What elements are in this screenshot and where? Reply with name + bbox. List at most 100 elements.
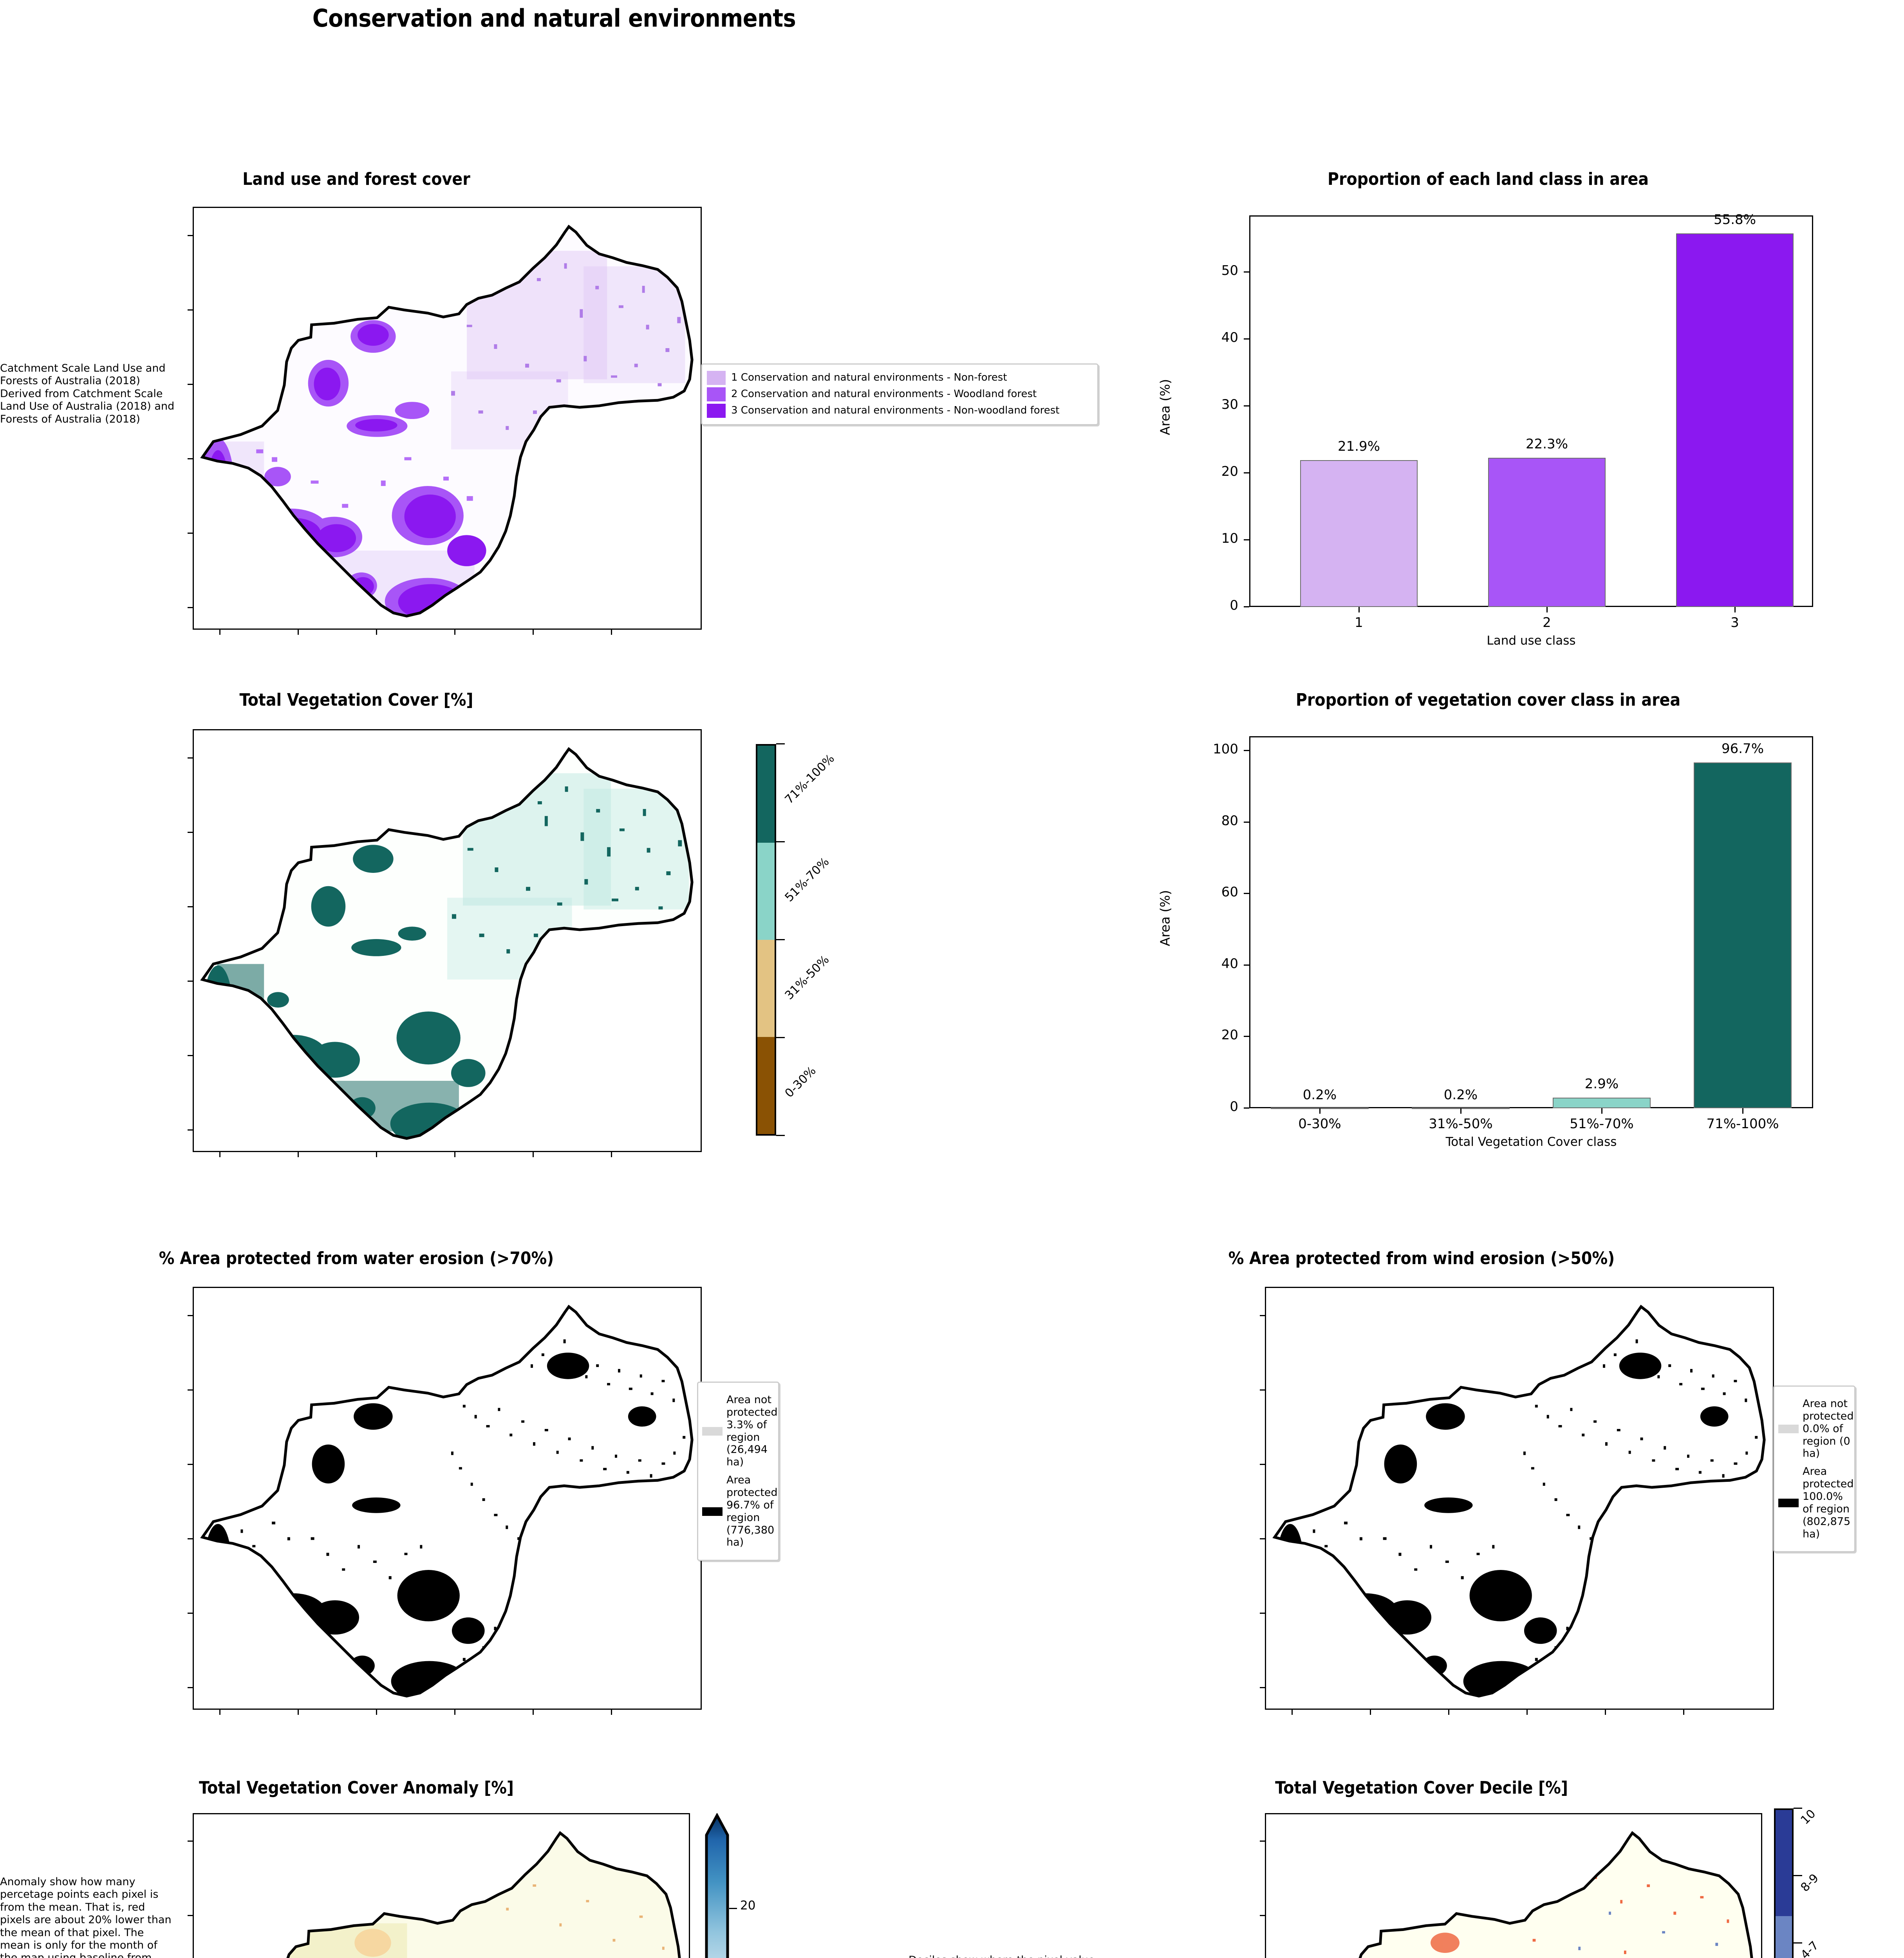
anomaly-map[interactable] [193,1813,690,1958]
map-tick [1605,1710,1606,1715]
y-tick [1244,1107,1249,1109]
colorbar-tick [776,939,785,940]
bar-class-2[interactable] [1488,458,1606,607]
water-erosion-map[interactable] [193,1287,702,1710]
map-tick [188,458,193,459]
land-use-map-title: Land use and forest cover [242,169,470,189]
map-tick [1260,1389,1265,1391]
map-tick [188,906,193,907]
y-axis-label: Area (%) [1157,890,1173,946]
x-tick [1358,607,1360,612]
map-tick [188,1315,193,1316]
bar-value-3: 55.8% [1713,212,1756,228]
map-tick [454,1710,455,1715]
legend-swatch-class2 [707,387,726,401]
x-tick-label: 51%-70% [1570,1116,1634,1132]
map-tick [188,1915,193,1916]
map-tick [219,1152,220,1157]
y-tick [1244,1036,1249,1037]
map-tick [188,1389,193,1391]
y-tick-label: 10 [1221,531,1238,546]
legend-item: 3 Conservation and natural environments … [707,404,1093,418]
colorbar-tick [776,1037,785,1038]
veg-class-chart-title: Proportion of vegetation cover class in … [1295,690,1681,710]
y-tick-label: 20 [1221,1027,1238,1043]
map-tick [454,1152,455,1157]
legend-label-class2: 2 Conservation and natural environments … [731,388,1037,400]
map-tick [188,1538,193,1539]
colorbar-seg-51-70 [757,843,775,940]
anomaly-note-caption: Anomaly show how many percetage points e… [0,1876,172,1958]
map-tick [188,757,193,759]
legend-item: 1 Conservation and natural environments … [707,371,1093,385]
x-tick-label: 2 [1543,615,1551,630]
legend-item: Area not protected 3.3% of region (26,49… [702,1394,778,1468]
y-tick [1244,539,1249,540]
colorbar-gradient [756,744,776,1136]
colorbar-gradient [1774,1808,1794,1958]
bar-veg-51-70[interactable] [1553,1098,1651,1108]
map-tick [1292,1710,1293,1715]
decile-colorbar [1774,1808,1794,1958]
wind-erosion-map[interactable] [1265,1287,1774,1710]
page-title: Conservation and natural environments [312,4,796,33]
y-tick [1244,606,1249,607]
x-tick-label: 0-30% [1298,1116,1341,1132]
map-tick [188,235,193,236]
anomaly-colorbar-gradient [705,1813,729,1958]
colorbar-tick [776,841,785,842]
map-tick [1260,1915,1265,1916]
decile-map[interactable] [1265,1813,1762,1958]
x-tick [1601,1108,1602,1114]
map-tick [188,1464,193,1465]
y-tick-label: 20 [1221,464,1238,479]
x-tick-label: 31%-50% [1429,1116,1493,1132]
wind-erosion-map-graphic [1272,1304,1766,1698]
colorbar-tick [1794,1808,1802,1809]
map-tick [188,533,193,534]
colorbar-label-0-30: 0-30% [782,1064,819,1100]
anomaly-colorbar [705,1813,729,1958]
land-use-map[interactable] [193,207,702,630]
legend-label-not-protected: Area not protected 0.0% of region (0 ha) [1803,1398,1854,1460]
land-class-chart: 0 10 20 30 40 50 Area (%) 21.9% 22.3% 55… [1136,196,1841,648]
map-tick [611,1710,612,1715]
x-tick [1734,607,1736,612]
y-tick [1244,405,1249,406]
map-tick [611,1152,612,1157]
decile-map-title: Total Vegetation Cover Decile [%] [1275,1778,1568,1798]
legend-label-protected: Area protected 100.0% of region (802,875… [1803,1465,1854,1540]
x-tick-label: 3 [1731,615,1739,630]
colorbar-tick [776,743,785,744]
map-tick [1683,1710,1684,1715]
map-tick [219,630,220,635]
legend-swatch-class1 [707,371,726,385]
wind-erosion-map-title: % Area protected from wind erosion (>50%… [1228,1248,1615,1268]
bar-class-1[interactable] [1300,460,1418,607]
land-use-source-caption: Catchment Scale Land Use and Forests of … [0,362,175,425]
bar-value-1: 21.9% [1337,439,1380,454]
legend-item: Area protected 96.7% of region (776,380 … [702,1474,778,1549]
y-tick [1244,965,1249,966]
map-tick [1260,1687,1265,1688]
wind-erosion-legend: Area not protected 0.0% of region (0 ha)… [1773,1385,1855,1553]
y-tick [1244,822,1249,823]
colorbar-tick [1794,1942,1802,1944]
veg-cover-map[interactable] [193,729,702,1152]
map-tick [188,309,193,311]
anomaly-map-title: Total Vegetation Cover Anomaly [%] [199,1778,514,1798]
map-tick [1448,1710,1449,1715]
bar-veg-71-100[interactable] [1694,762,1792,1108]
y-tick [1244,750,1249,751]
map-tick [533,1152,534,1157]
bar-class-3[interactable] [1676,233,1794,607]
y-tick-label: 40 [1221,956,1238,972]
map-tick [188,1613,193,1614]
legend-swatch-not-protected [1778,1424,1799,1433]
x-axis-label: Total Vegetation Cover class [1445,1135,1617,1149]
colorbar-label-71-100: 71%-100% [782,751,837,807]
legend-swatch-not-protected [702,1427,723,1436]
map-tick [298,1710,299,1715]
y-tick-label: 40 [1221,330,1238,345]
